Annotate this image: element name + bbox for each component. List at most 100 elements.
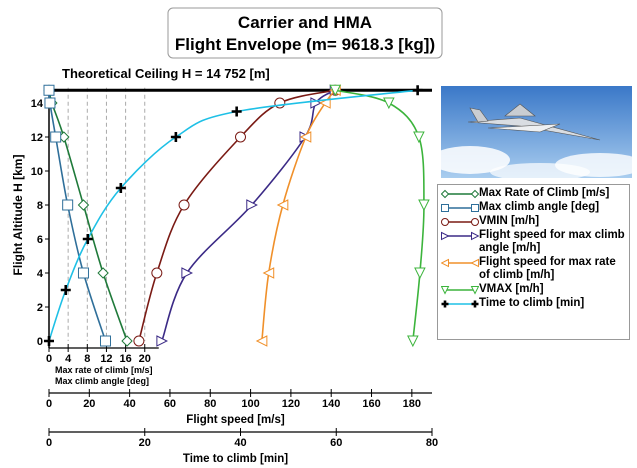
marker <box>179 200 189 210</box>
x-tick-label: 60 <box>330 437 342 449</box>
marker <box>63 200 73 210</box>
aircraft-photo <box>430 86 637 181</box>
marker <box>472 191 479 198</box>
x-axis-label: Time to climb [min] <box>183 453 288 465</box>
marker <box>419 200 429 210</box>
marker <box>122 336 132 346</box>
x-tick-label: 160 <box>362 398 380 410</box>
marker <box>415 268 425 278</box>
y-tick-label: 4 <box>37 268 44 280</box>
legend-item: Max Rate of Climb [m/s] <box>441 187 626 200</box>
marker <box>44 336 54 346</box>
legend-swatch <box>441 285 479 295</box>
x-axis-label: Flight speed [m/s] <box>186 414 285 426</box>
series-line <box>49 90 418 341</box>
marker <box>182 268 192 278</box>
legend-label: Flight speed for max rate of climb [m/h] <box>479 256 626 282</box>
legend-swatch <box>441 258 479 268</box>
marker <box>472 219 479 226</box>
marker <box>472 205 479 212</box>
marker <box>442 301 449 308</box>
y-tick-label: 0 <box>37 336 43 348</box>
marker <box>472 301 479 308</box>
y-tick-label: 2 <box>37 302 43 314</box>
x-tick-label: 20 <box>83 398 95 410</box>
legend-swatch <box>441 299 479 309</box>
marker <box>51 132 61 142</box>
marker <box>45 98 55 108</box>
x-tick-label: 180 <box>403 398 421 410</box>
legend-label: VMAX [m/h] <box>479 283 544 296</box>
x-tick-label: 0 <box>46 353 52 365</box>
marker <box>134 336 144 346</box>
marker <box>61 285 71 295</box>
series-line <box>49 90 105 341</box>
x-tick-label: 40 <box>234 437 246 449</box>
chart-title: Carrier and HMA <box>238 13 372 32</box>
x-tick-label: 140 <box>322 398 340 410</box>
marker <box>408 336 418 346</box>
y-tick-label: 10 <box>31 166 43 178</box>
legend-label: VMIN [m/h] <box>479 215 539 228</box>
x-tick-label: 80 <box>204 398 216 410</box>
marker <box>472 260 479 267</box>
x-tick-label: 8 <box>84 353 90 365</box>
marker <box>278 200 288 210</box>
x-axis-label: Max climb angle [deg] <box>55 376 149 386</box>
y-tick-label: 6 <box>37 234 43 246</box>
x-axis-label: Max rate of climb [m/s] <box>55 365 153 375</box>
legend-item: Time to climb [min] <box>441 297 626 310</box>
legend-label: Flight speed for max climb angle [m/h] <box>479 229 626 255</box>
marker <box>100 336 110 346</box>
y-tick-label: 8 <box>37 200 43 212</box>
marker <box>442 260 449 267</box>
legend: Max Rate of Climb [m/s]Max climb angle [… <box>437 184 630 340</box>
y-axis-label: Flight Altitude H [km] <box>11 155 25 276</box>
marker <box>275 98 285 108</box>
marker <box>414 132 424 142</box>
x-tick-label: 40 <box>124 398 136 410</box>
marker <box>442 219 449 226</box>
x-tick-label: 4 <box>65 353 72 365</box>
x-tick-label: 12 <box>100 353 112 365</box>
legend-item: Max climb angle [deg] <box>441 201 626 214</box>
chart-title: Flight Envelope (m= 9618.3 [kg]) <box>175 35 435 54</box>
marker <box>442 205 449 212</box>
y-tick-label: 14 <box>31 98 44 110</box>
marker <box>44 85 54 95</box>
series-line <box>335 90 424 341</box>
x-tick-label: 100 <box>241 398 259 410</box>
marker <box>442 233 449 240</box>
series-line <box>262 90 335 341</box>
legend-item: Flight speed for max climb angle [m/h] <box>441 229 626 255</box>
x-tick-label: 16 <box>119 353 131 365</box>
legend-swatch <box>441 217 479 227</box>
x-tick-label: 60 <box>164 398 176 410</box>
legend-label: Max climb angle [deg] <box>479 201 599 214</box>
x-tick-label: 20 <box>139 353 151 365</box>
marker <box>413 85 423 95</box>
marker <box>442 191 449 198</box>
legend-swatch <box>441 231 479 241</box>
legend-label: Max Rate of Climb [m/s] <box>479 187 609 200</box>
legend-swatch <box>441 203 479 213</box>
legend-item: VMAX [m/h] <box>441 283 626 296</box>
y-tick-label: 12 <box>31 132 43 144</box>
series-line <box>139 90 335 341</box>
x-tick-label: 0 <box>46 398 52 410</box>
marker <box>78 268 88 278</box>
marker <box>152 268 162 278</box>
legend-item: VMIN [m/h] <box>441 215 626 228</box>
x-tick-label: 20 <box>139 437 151 449</box>
marker <box>472 233 479 240</box>
marker <box>157 336 167 346</box>
marker <box>384 98 394 108</box>
marker <box>236 132 246 142</box>
ceiling-annotation: Theoretical Ceiling H = 14 752 [m] <box>62 66 270 81</box>
marker <box>171 132 181 142</box>
legend-swatch <box>441 189 479 199</box>
x-tick-label: 0 <box>46 437 52 449</box>
marker <box>232 107 242 117</box>
legend-label: Time to climb [min] <box>479 297 584 310</box>
x-tick-label: 120 <box>282 398 300 410</box>
